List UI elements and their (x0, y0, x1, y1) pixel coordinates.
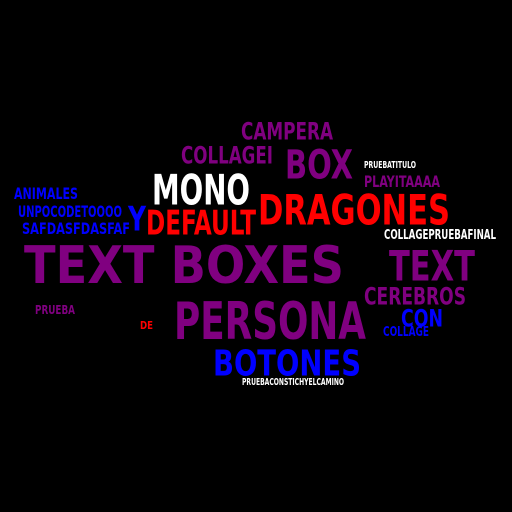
word-pruebaconstichyelcamino: PRUEBACONSTICHYELCAMINO (242, 377, 344, 388)
word-playitaaaa: PLAYITAAAA (364, 172, 440, 191)
word-box: BOX (285, 141, 353, 189)
word-campera: CAMPERA (241, 117, 333, 146)
word-con: CON (401, 304, 443, 333)
word-persona: PERSONA (174, 291, 366, 352)
word-cerebros: CEREBROS (364, 282, 466, 311)
word-prueba: PRUEBA (35, 303, 75, 317)
word-unpocodetoooo: UNPOCODETOOOO (18, 202, 122, 221)
word-mono: MONO (152, 166, 250, 216)
word-text: TEXT (389, 242, 475, 292)
word-botones: BOTONES (213, 342, 361, 385)
word-safdasfdasfaf: SAFDASFDASFAF (22, 219, 130, 238)
word-dragones: DRAGONES (258, 186, 450, 236)
word-de: DE (140, 319, 153, 332)
word-y: Y (128, 200, 146, 240)
word-collagei: COLLAGEI (181, 141, 273, 170)
word-text-boxes: TEXT BOXES (24, 235, 344, 296)
word-default: DEFAULT (146, 204, 256, 244)
word-collage: COLLAGE (383, 325, 429, 340)
word-pruebatitulo: PRUEBATITULO (364, 160, 416, 171)
word-animales: ANIMALES (14, 184, 78, 203)
word-collagepruebafinal: COLLAGEPRUEBAFINAL (384, 228, 496, 243)
